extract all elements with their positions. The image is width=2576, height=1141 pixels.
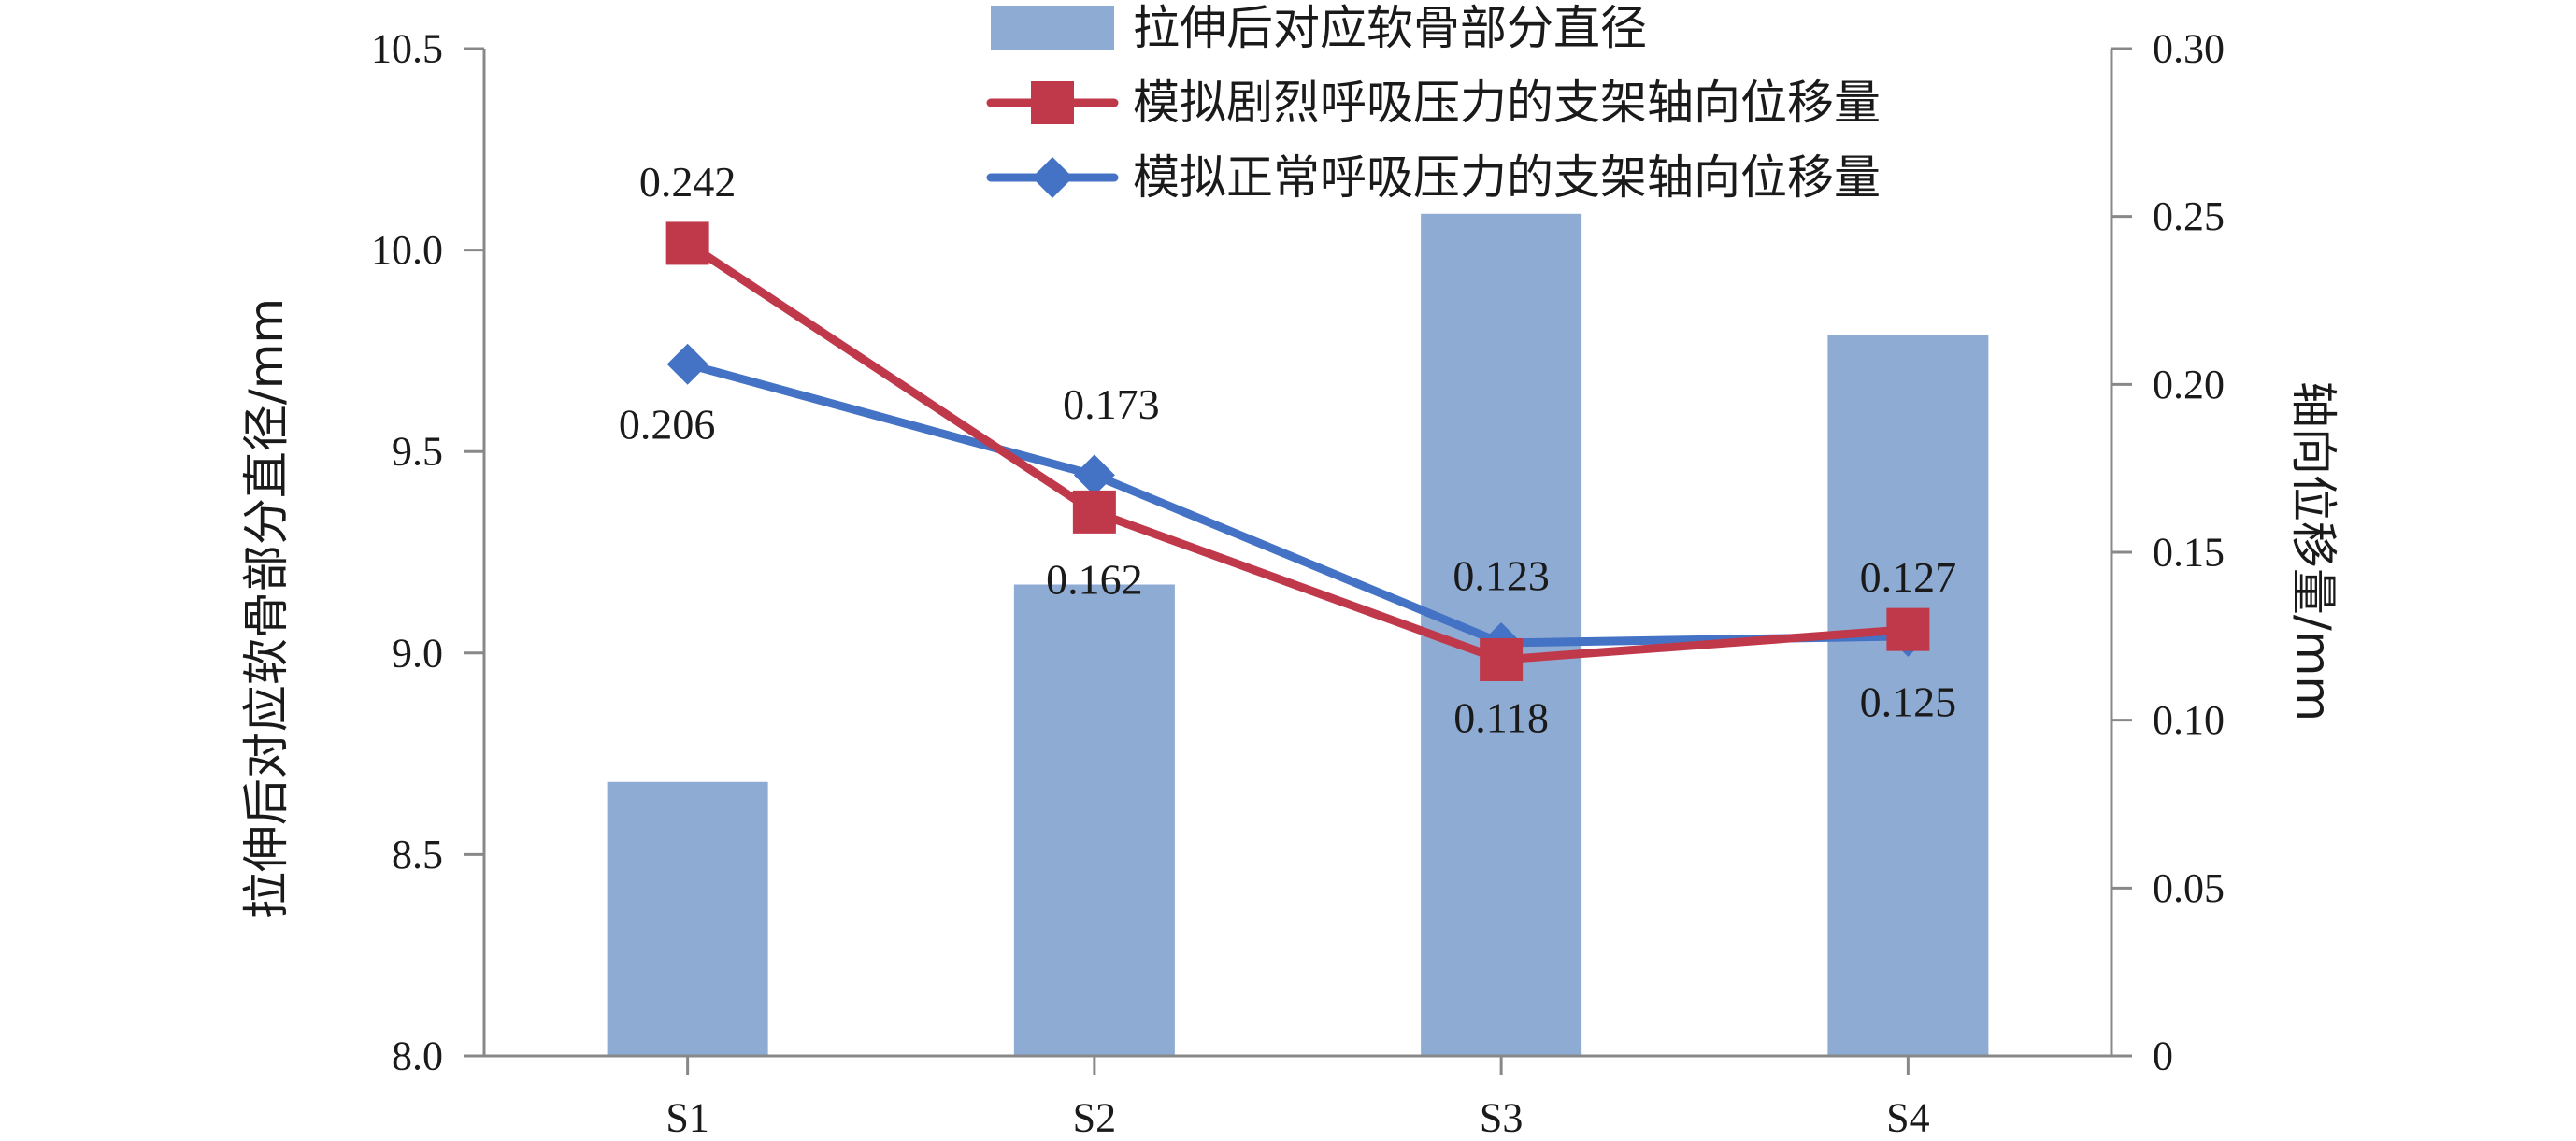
legend-label-intense: 模拟剧烈呼吸压力的支架轴向位移量	[1133, 76, 1881, 130]
data-label-normal-s4: 0.125	[1860, 677, 1957, 725]
y-right-tick-label: 0	[2153, 1034, 2173, 1079]
y-left-tick-label: 8.5	[392, 832, 443, 877]
data-label-normal-s2: 0.173	[1063, 380, 1160, 428]
y-right-tick-label: 0.05	[2153, 865, 2225, 911]
y-right-tick-label: 0.15	[2153, 530, 2225, 576]
y-left-tick-label: 9.5	[392, 429, 443, 475]
y-left-axis-title: 拉伸后对应软骨部分直径/mm	[239, 298, 293, 919]
x-tick-label: S1	[665, 1095, 708, 1141]
marker-normal-s2	[1073, 454, 1115, 496]
y-left-tick-label: 8.0	[392, 1034, 443, 1079]
y-right-tick-label: 0.10	[2153, 697, 2225, 743]
legend-label-bar: 拉伸后对应软骨部分直径	[1133, 1, 1647, 55]
x-tick-label: S4	[1886, 1095, 1929, 1141]
bar-s4	[1827, 335, 1989, 1057]
line-layer	[665, 221, 1930, 681]
y-left-tick-label: 10.0	[371, 227, 443, 273]
data-label-normal-s3: 0.123	[1453, 552, 1550, 600]
data-label-intense-s2: 0.162	[1046, 555, 1143, 603]
data-label-normal-s1: 0.206	[619, 400, 716, 448]
y-left-tick-label: 10.5	[371, 26, 443, 72]
line-series-normal	[683, 360, 1912, 648]
y-right-tick-label: 0.30	[2153, 26, 2225, 72]
y-left-tick-label: 9.0	[392, 630, 443, 676]
bar-s1	[607, 781, 768, 1056]
y-right-tick-label: 0.25	[2153, 193, 2225, 239]
bar-s2	[1013, 584, 1175, 1056]
data-label-intense-s3: 0.118	[1453, 693, 1549, 741]
axes-layer: 8.0 8.5 9.0 9.5 10.0 10.5 0 0.05 0.10 0.15 0.20 0.2…	[239, 26, 2340, 1141]
legend: 拉伸后对应软骨部分直径模拟剧烈呼吸压力的支架轴向位移量模拟正常呼吸压力的支架轴向…	[986, 1, 1881, 205]
legend-marker-normal	[1032, 157, 1073, 198]
line-series-intense	[683, 238, 1912, 664]
legend-marker-intense	[1031, 81, 1074, 124]
marker-intense-s4	[1886, 607, 1930, 651]
data-label-layer: 0.242 0.162 0.118 0.127 0.206 0.173 0.123 0.125	[619, 158, 1956, 742]
y-right-tick-label: 0.20	[2153, 362, 2225, 407]
bar-layer	[607, 213, 1989, 1057]
marker-normal-s1	[666, 343, 708, 385]
legend-label-normal: 模拟正常呼吸压力的支架轴向位移量	[1133, 150, 1881, 205]
legend-swatch-bar	[991, 6, 1114, 50]
data-label-intense-s1: 0.242	[639, 158, 737, 206]
marker-intense-s3	[1480, 637, 1524, 681]
marker-intense-s2	[1072, 490, 1116, 534]
marker-intense-s1	[665, 221, 709, 265]
y-right-axis-title: 轴向位移量/mm	[2286, 381, 2340, 721]
x-tick-label: S3	[1480, 1095, 1523, 1141]
x-tick-label: S2	[1073, 1095, 1116, 1141]
data-label-intense-s4: 0.127	[1860, 553, 1957, 601]
